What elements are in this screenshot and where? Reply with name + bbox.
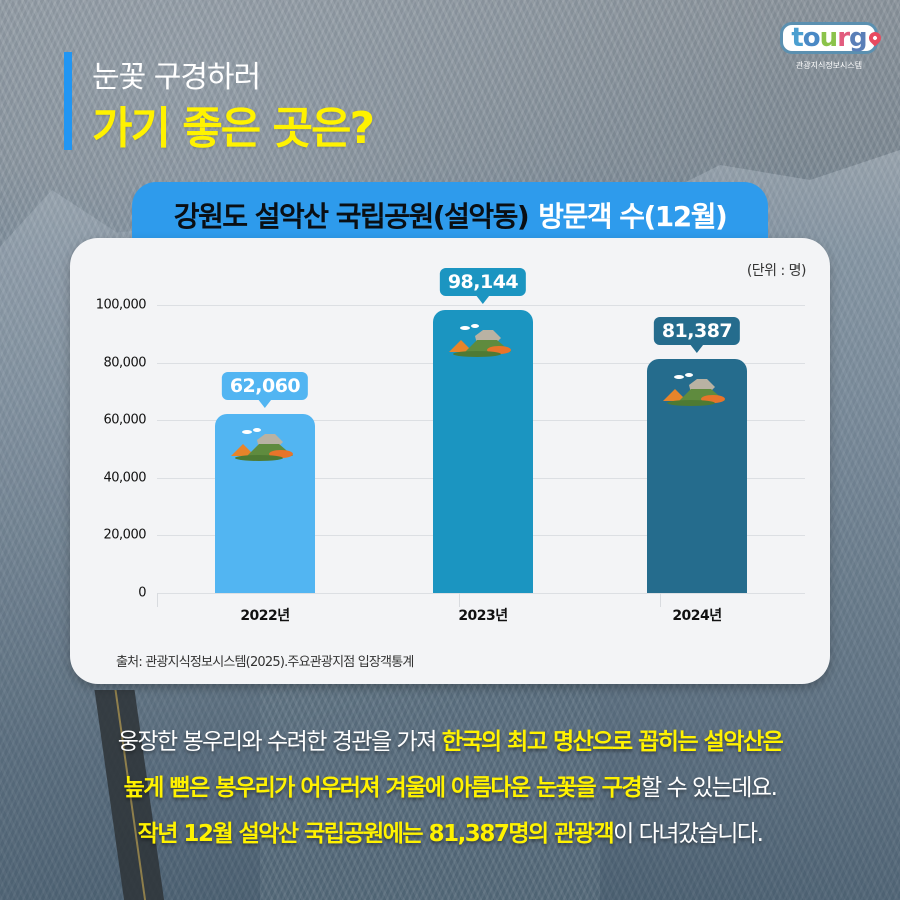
body-text: 이 다녀갔습니다. <box>613 821 764 847</box>
body-text: 할 수 있는데요. <box>641 775 778 801</box>
y-axis-tick-label: 40,000 <box>103 470 147 486</box>
source-citation: 출처: 관광지식정보시스템(2025).주요관광지점 입장객통계 <box>116 655 414 670</box>
header-title: 가기 좋은 곳은? <box>92 103 375 154</box>
y-axis-tick-label: 20,000 <box>103 527 147 543</box>
mountain-icon <box>661 371 733 407</box>
highlight-text: 작년 12월 설악산 국립공원에는 81,387명의 관광객 <box>137 821 615 847</box>
value-label-bubble: 62,060 <box>221 372 309 401</box>
y-axis-tick-label: 60,000 <box>103 412 147 428</box>
bar-2024 <box>647 358 747 593</box>
logo-caption: 관광지식정보시스템 <box>795 61 863 70</box>
unit-label: (단위 : 명) <box>746 263 807 279</box>
y-axis-tick-label: 80,000 <box>103 355 147 371</box>
bar-chart-plot: 0 20,000 40,000 60,000 80,000 100,000 62,060 20… <box>70 238 830 684</box>
chart-card: (단위 : 명) 0 20,000 40,000 60,000 80,000 100,00… <box>70 238 830 684</box>
mountain-icon <box>447 322 519 358</box>
logo-wordmark: tourg <box>780 22 878 54</box>
description-line-3: 작년 12월 설악산 국립공원에는 81,387명의 관광객이 다녀갔습니다. <box>0 814 900 848</box>
chart-title-tab: 강원도 설악산 국립공원(설악동) 방문객 수(12월) <box>132 182 768 248</box>
tourgo-logo: tourg 관광지식정보시스템 <box>774 22 884 82</box>
bar-2023 <box>433 310 533 593</box>
grid-line <box>157 593 805 594</box>
chart-title-highlight: 방문객 수(12월) <box>538 200 728 233</box>
x-axis-divider <box>459 593 460 607</box>
highlight-text: 한국의 최고 명산으로 꼽히는 설악산은 <box>441 729 784 755</box>
header-accent-bar <box>64 52 72 150</box>
body-text: 웅장한 봉우리와 수려한 경관을 가져 <box>117 729 442 755</box>
x-axis-divider <box>157 593 158 607</box>
header-subtitle: 눈꽃 구경하러 <box>92 60 261 95</box>
highlight-text: 높게 뻗은 봉우리가 어우러져 겨울에 아름다운 눈꽃을 구경 <box>123 775 643 801</box>
y-axis-tick-label: 100,000 <box>95 297 147 313</box>
value-label-bubble: 81,387 <box>653 316 741 345</box>
description-line-1: 웅장한 봉우리와 수려한 경관을 가져 한국의 최고 명산으로 꼽히는 설악산은 <box>0 722 900 756</box>
x-axis-category-label: 2024년 <box>672 608 722 624</box>
x-axis-category-label: 2022년 <box>240 608 290 624</box>
value-label-bubble: 98,144 <box>439 268 527 297</box>
mountain-icon <box>229 426 301 462</box>
description-line-2: 높게 뻗은 봉우리가 어우러져 겨울에 아름다운 눈꽃을 구경할 수 있는데요. <box>0 768 900 802</box>
y-axis-tick-label: 0 <box>138 585 146 601</box>
x-axis-divider <box>660 593 661 607</box>
chart-title-main: 강원도 설악산 국립공원(설악동) <box>173 200 530 233</box>
x-axis-category-label: 2023년 <box>458 608 508 624</box>
bar-2022 <box>215 414 315 593</box>
grid-line <box>157 305 805 306</box>
